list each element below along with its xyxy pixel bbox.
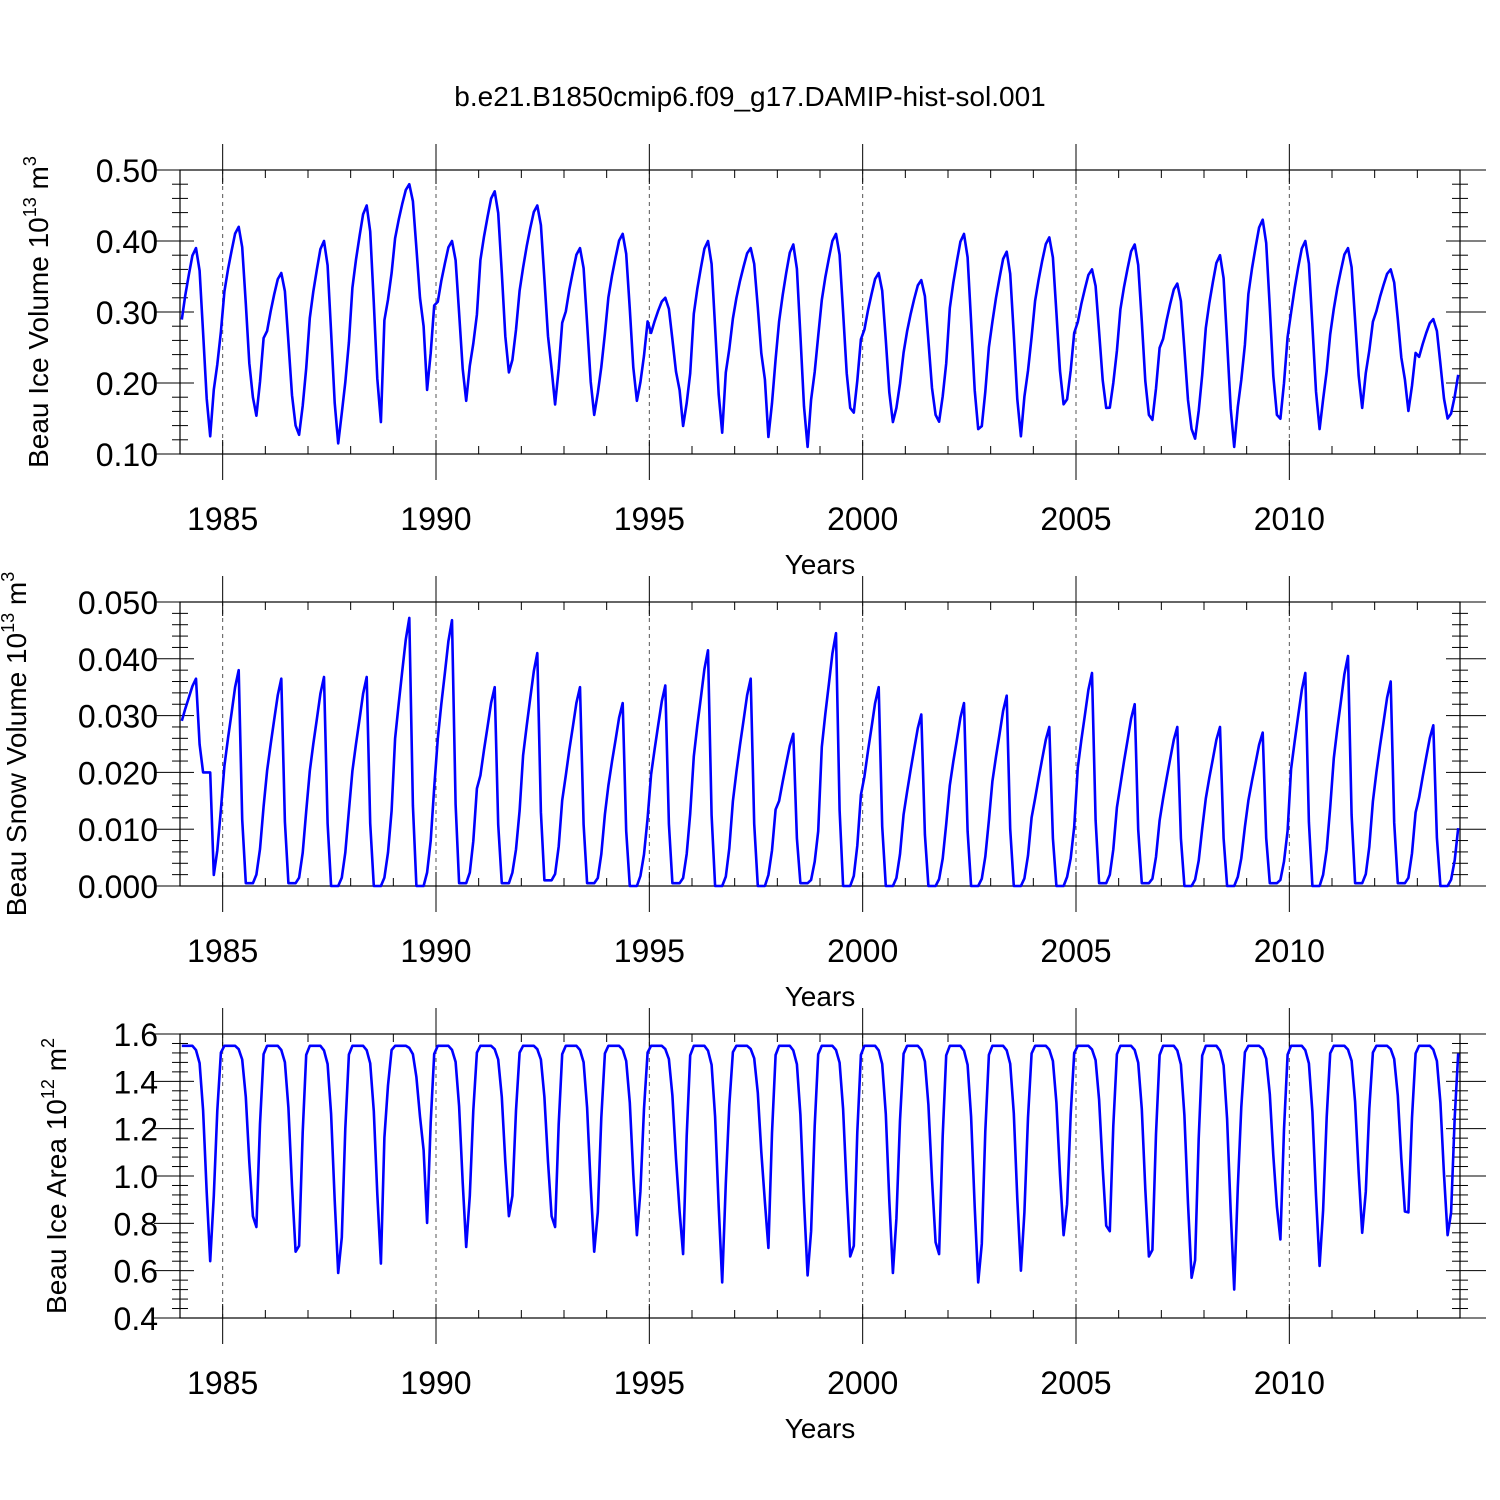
panel-1: 1985 1990 1995 2000 2005 2010 0.10 0.20 0.30 0.40… xyxy=(20,144,1486,580)
x-axis-label: Years xyxy=(785,981,856,1012)
series-line xyxy=(180,616,1460,888)
x-axis-label: Years xyxy=(785,549,856,580)
x-tick-label: 2000 xyxy=(827,501,898,537)
x-tick-label: 2010 xyxy=(1254,933,1325,969)
y-tick-label: 0.4 xyxy=(114,1301,158,1337)
y-tick-label: 0.040 xyxy=(78,642,158,678)
y-axis-label: Beau Ice Volume 1013 m3 xyxy=(20,156,54,468)
panel-2: 1985 1990 1995 2000 2005 2010 0.000 0.010 0.020 0… xyxy=(0,572,1486,1012)
x-tick-label: 1995 xyxy=(614,501,685,537)
y-axis-label: Beau Ice Area 1012 m2 xyxy=(38,1038,72,1314)
y-tick-label: 0.010 xyxy=(78,812,158,848)
panel-3: 1985 1990 1995 2000 2005 2010 0.4 0.6 0.8 1.0 1.2 1… xyxy=(38,1008,1486,1444)
y-tick-label: 0.020 xyxy=(78,755,158,791)
x-tick-label: 1995 xyxy=(614,1365,685,1401)
y-tick-label: 1.0 xyxy=(114,1159,158,1195)
y-tick-label: 1.4 xyxy=(114,1064,158,1100)
x-tick-label: 1995 xyxy=(614,933,685,969)
y-tick-label: 0.000 xyxy=(78,869,158,905)
x-axis-label: Years xyxy=(785,1413,856,1444)
series-line xyxy=(180,182,1460,449)
y-tick-label: 1.2 xyxy=(114,1112,158,1148)
y-tick-label: 0.50 xyxy=(96,153,158,189)
x-tick-label: 2010 xyxy=(1254,501,1325,537)
y-tick-label: 0.10 xyxy=(96,437,158,473)
x-tick-label: 2005 xyxy=(1040,1365,1111,1401)
y-tick-label: 0.030 xyxy=(78,699,158,735)
x-tick-label: 2005 xyxy=(1040,933,1111,969)
x-tick-label: 1990 xyxy=(400,501,471,537)
x-tick-label: 1985 xyxy=(187,933,258,969)
x-tick-label: 1985 xyxy=(187,501,258,537)
y-tick-label: 0.8 xyxy=(114,1206,158,1242)
y-axis-label: Beau Snow Volume 1013 m3 xyxy=(0,572,32,916)
y-tick-label: 0.6 xyxy=(114,1254,158,1290)
y-tick-label: 0.40 xyxy=(96,224,158,260)
y-tick-label: 0.20 xyxy=(96,366,158,402)
y-tick-label: 1.6 xyxy=(114,1017,158,1053)
x-tick-label: 1990 xyxy=(400,933,471,969)
x-tick-label: 1990 xyxy=(400,1365,471,1401)
x-tick-label: 2005 xyxy=(1040,501,1111,537)
x-tick-label: 1985 xyxy=(187,1365,258,1401)
x-tick-label: 2000 xyxy=(827,933,898,969)
y-tick-label: 0.050 xyxy=(78,585,158,621)
panels: 1985 1990 1995 2000 2005 20100.100.200.300.40… xyxy=(0,144,1486,1444)
x-tick-label: 2010 xyxy=(1254,1365,1325,1401)
x-tick-label: 2000 xyxy=(827,1365,898,1401)
series-line xyxy=(181,1044,1460,1291)
y-tick-label: 0.30 xyxy=(96,295,158,331)
figure-title: b.e21.B1850cmip6.f09_g17.DAMIP-hist-sol.… xyxy=(454,81,1045,112)
